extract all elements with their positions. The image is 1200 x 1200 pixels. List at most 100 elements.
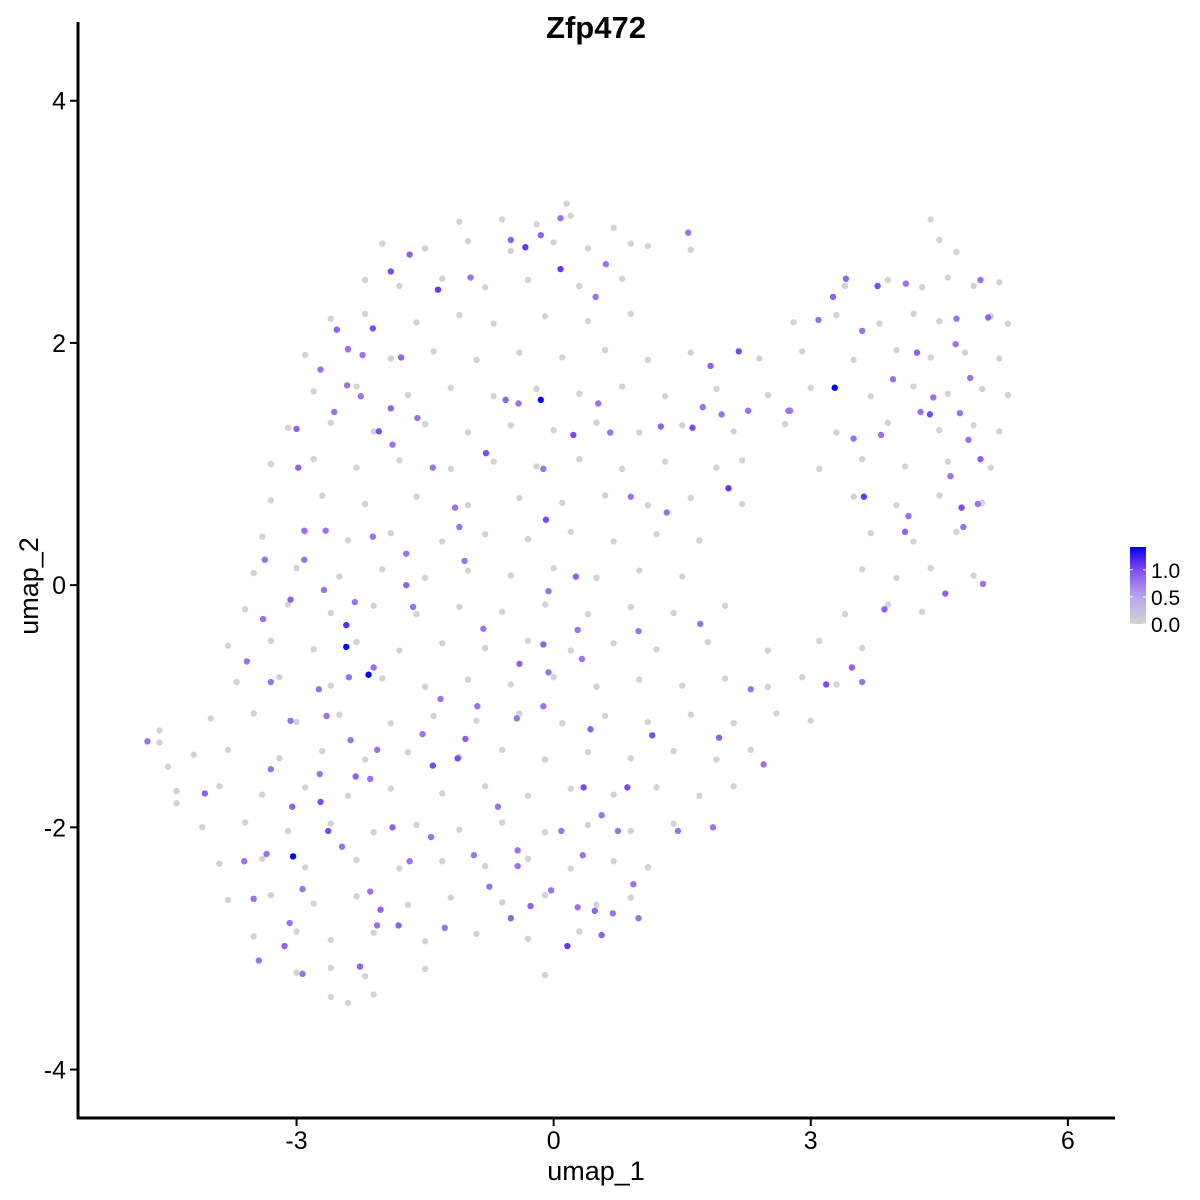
data-point <box>243 658 251 665</box>
data-point <box>977 276 984 284</box>
data-point <box>515 400 522 407</box>
data-point <box>156 739 163 746</box>
data-point <box>250 933 257 940</box>
data-point <box>884 276 892 284</box>
data-point <box>550 239 557 246</box>
data-point <box>320 586 328 594</box>
data-point <box>614 827 622 835</box>
data-point <box>513 715 520 722</box>
data-point <box>978 385 986 393</box>
data-point <box>542 516 550 523</box>
data-point <box>499 819 506 826</box>
data-point <box>987 464 994 471</box>
data-point <box>281 942 288 950</box>
data-point <box>996 428 1003 435</box>
data-point <box>396 282 403 290</box>
data-point <box>833 429 840 436</box>
data-point <box>370 929 377 936</box>
data-point <box>441 924 449 932</box>
data-point <box>480 625 487 632</box>
data-point <box>601 492 609 499</box>
data-point <box>216 860 223 867</box>
data-point <box>674 827 682 835</box>
data-point <box>502 396 509 404</box>
data-point <box>361 973 369 980</box>
data-point <box>876 320 883 327</box>
data-point <box>467 274 474 281</box>
data-point <box>798 348 806 355</box>
data-point <box>970 282 977 290</box>
data-point <box>367 888 374 895</box>
data-point <box>889 376 897 383</box>
data-point <box>396 865 403 872</box>
data-point <box>619 383 626 390</box>
y-axis-title: umap_2 <box>14 537 44 635</box>
data-point <box>715 734 723 741</box>
data-point <box>310 646 317 653</box>
data-point <box>310 388 317 395</box>
data-point <box>713 756 720 763</box>
data-point <box>447 465 455 473</box>
data-point <box>301 864 309 871</box>
data-point <box>822 681 830 688</box>
data-point <box>858 455 866 463</box>
data-point <box>434 286 442 293</box>
data-point <box>627 603 634 611</box>
data-point <box>369 325 377 332</box>
data-point <box>353 893 360 900</box>
data-point <box>970 572 977 579</box>
data-point <box>421 937 429 945</box>
data-point <box>447 894 455 901</box>
data-point <box>607 429 614 436</box>
data-point <box>429 464 437 471</box>
data-point <box>541 756 549 763</box>
data-point <box>958 504 965 511</box>
data-point <box>413 821 420 829</box>
data-point <box>439 275 446 282</box>
data-point <box>451 504 459 511</box>
data-point <box>490 393 497 400</box>
data-point <box>901 528 909 536</box>
data-point <box>687 711 694 718</box>
data-point <box>164 763 172 770</box>
data-point <box>602 261 610 268</box>
data-point <box>369 533 377 540</box>
data-point <box>421 574 429 582</box>
data-point <box>353 464 360 471</box>
data-point <box>874 282 881 290</box>
data-point <box>848 664 856 671</box>
data-point <box>707 362 714 370</box>
data-point <box>541 828 549 836</box>
data-point <box>233 678 240 686</box>
data-point <box>829 293 837 301</box>
data-point <box>936 426 943 434</box>
data-point <box>344 345 352 353</box>
data-point <box>756 355 763 362</box>
data-point <box>579 852 586 859</box>
data-point <box>576 928 583 935</box>
data-point <box>359 351 366 359</box>
data-point <box>644 502 652 509</box>
y-tick-label: -4 <box>44 1057 66 1085</box>
x-tick-label: 0 <box>547 1127 561 1155</box>
data-point <box>815 316 822 324</box>
data-point <box>738 500 746 508</box>
data-point <box>263 850 270 858</box>
data-point <box>336 573 343 580</box>
data-point <box>507 572 514 579</box>
data-point <box>514 847 521 854</box>
data-point <box>593 683 600 691</box>
data-point <box>653 646 660 653</box>
data-point <box>344 537 352 544</box>
data-point <box>947 472 954 480</box>
data-point <box>1004 320 1012 327</box>
data-point <box>507 914 514 922</box>
data-point <box>173 799 180 807</box>
data-point <box>336 711 343 718</box>
data-point <box>343 643 350 651</box>
data-point <box>310 455 317 463</box>
data-point <box>284 601 292 608</box>
data-point <box>144 738 151 745</box>
data-point <box>644 718 652 726</box>
